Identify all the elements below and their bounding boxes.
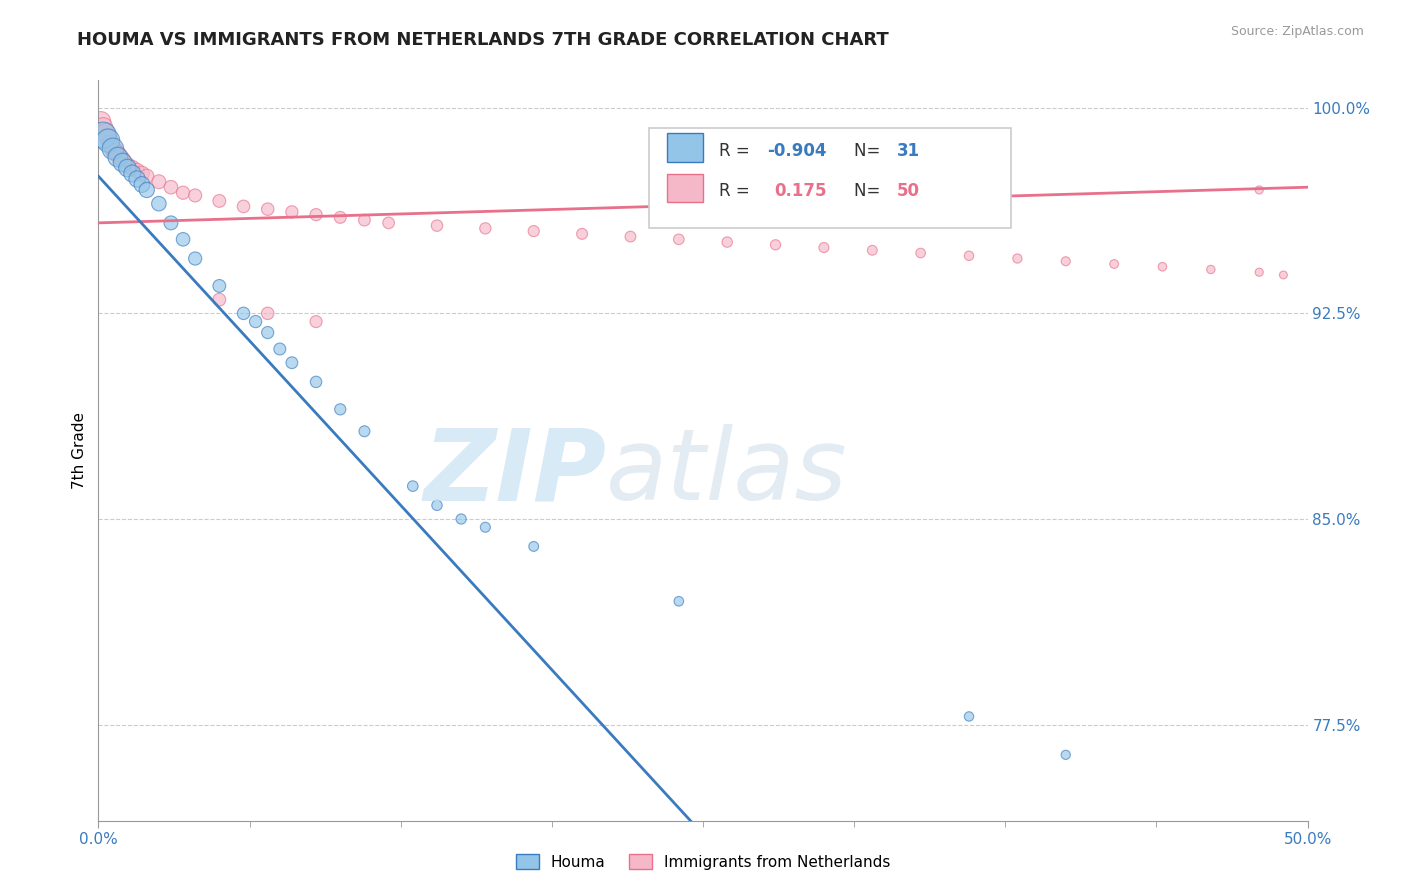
Point <box>668 594 690 608</box>
Point <box>184 188 207 202</box>
Point <box>474 221 496 235</box>
Point <box>305 315 328 329</box>
Point <box>619 229 641 244</box>
Point <box>208 279 231 293</box>
Point <box>101 142 124 156</box>
Point <box>402 479 425 493</box>
Point <box>97 134 120 148</box>
Point <box>160 216 183 230</box>
FancyBboxPatch shape <box>648 128 1011 228</box>
Point <box>148 175 170 189</box>
Legend: Houma, Immigrants from Netherlands: Houma, Immigrants from Netherlands <box>510 847 896 876</box>
Point <box>107 150 129 164</box>
Point <box>148 196 170 211</box>
Point <box>353 424 375 438</box>
Point <box>765 237 787 252</box>
Text: 50: 50 <box>897 182 920 201</box>
FancyBboxPatch shape <box>666 174 703 202</box>
Point <box>1272 268 1295 282</box>
Point <box>256 202 278 216</box>
Point <box>813 241 835 255</box>
Text: atlas: atlas <box>606 425 848 521</box>
Point <box>208 194 231 208</box>
Point <box>474 520 496 534</box>
Point <box>353 213 375 227</box>
Text: ZIP: ZIP <box>423 425 606 521</box>
Point <box>117 161 139 175</box>
Point <box>305 208 328 222</box>
Point <box>426 498 449 512</box>
Point <box>957 249 980 263</box>
Point <box>523 224 546 238</box>
Point <box>135 183 157 197</box>
Point <box>329 211 352 225</box>
Text: 31: 31 <box>897 142 920 160</box>
FancyBboxPatch shape <box>666 133 703 161</box>
Point <box>100 136 122 151</box>
Point <box>101 142 124 156</box>
Point <box>957 709 980 723</box>
Text: -0.904: -0.904 <box>768 142 827 160</box>
Point <box>91 120 114 134</box>
Point <box>117 158 139 172</box>
Point <box>668 232 690 246</box>
Point <box>184 252 207 266</box>
Point <box>1054 254 1077 268</box>
Point <box>131 167 153 181</box>
Point <box>329 402 352 417</box>
Point <box>1249 183 1271 197</box>
Point <box>571 227 593 241</box>
Point <box>860 244 883 258</box>
Point <box>127 172 149 186</box>
Point <box>104 145 127 159</box>
Point <box>208 293 231 307</box>
Point <box>131 178 153 192</box>
Point <box>108 150 131 164</box>
Point <box>111 155 134 169</box>
Text: R =: R = <box>718 182 761 201</box>
Point <box>910 246 932 260</box>
Point <box>523 540 546 554</box>
Point <box>245 315 267 329</box>
Point <box>1249 265 1271 279</box>
Point <box>172 232 194 246</box>
Point <box>97 131 120 145</box>
Point <box>111 153 134 167</box>
Text: HOUMA VS IMMIGRANTS FROM NETHERLANDS 7TH GRADE CORRELATION CHART: HOUMA VS IMMIGRANTS FROM NETHERLANDS 7TH… <box>77 31 889 49</box>
Point <box>121 161 143 175</box>
Point <box>127 163 149 178</box>
Point <box>160 180 183 194</box>
Point <box>256 306 278 320</box>
Point <box>450 512 472 526</box>
Point <box>426 219 449 233</box>
Point <box>1102 257 1125 271</box>
Point <box>1007 252 1029 266</box>
Y-axis label: 7th Grade: 7th Grade <box>72 412 87 489</box>
Point <box>281 356 304 370</box>
Point <box>716 235 738 249</box>
Point <box>135 169 157 184</box>
Point <box>281 205 304 219</box>
Point <box>121 167 143 181</box>
Point <box>377 216 399 230</box>
Text: N=: N= <box>855 142 886 160</box>
Point <box>94 125 117 139</box>
Point <box>90 114 112 128</box>
Text: R =: R = <box>718 142 755 160</box>
Point <box>91 128 114 142</box>
Text: Source: ZipAtlas.com: Source: ZipAtlas.com <box>1230 25 1364 38</box>
Point <box>232 199 254 213</box>
Text: N=: N= <box>855 182 886 201</box>
Point <box>1199 262 1222 277</box>
Point <box>172 186 194 200</box>
Point <box>107 147 129 161</box>
Point <box>1054 747 1077 762</box>
Point <box>269 342 291 356</box>
Point <box>232 306 254 320</box>
Point <box>1152 260 1174 274</box>
Point <box>256 326 278 340</box>
Text: 0.175: 0.175 <box>775 182 827 201</box>
Point <box>305 375 328 389</box>
